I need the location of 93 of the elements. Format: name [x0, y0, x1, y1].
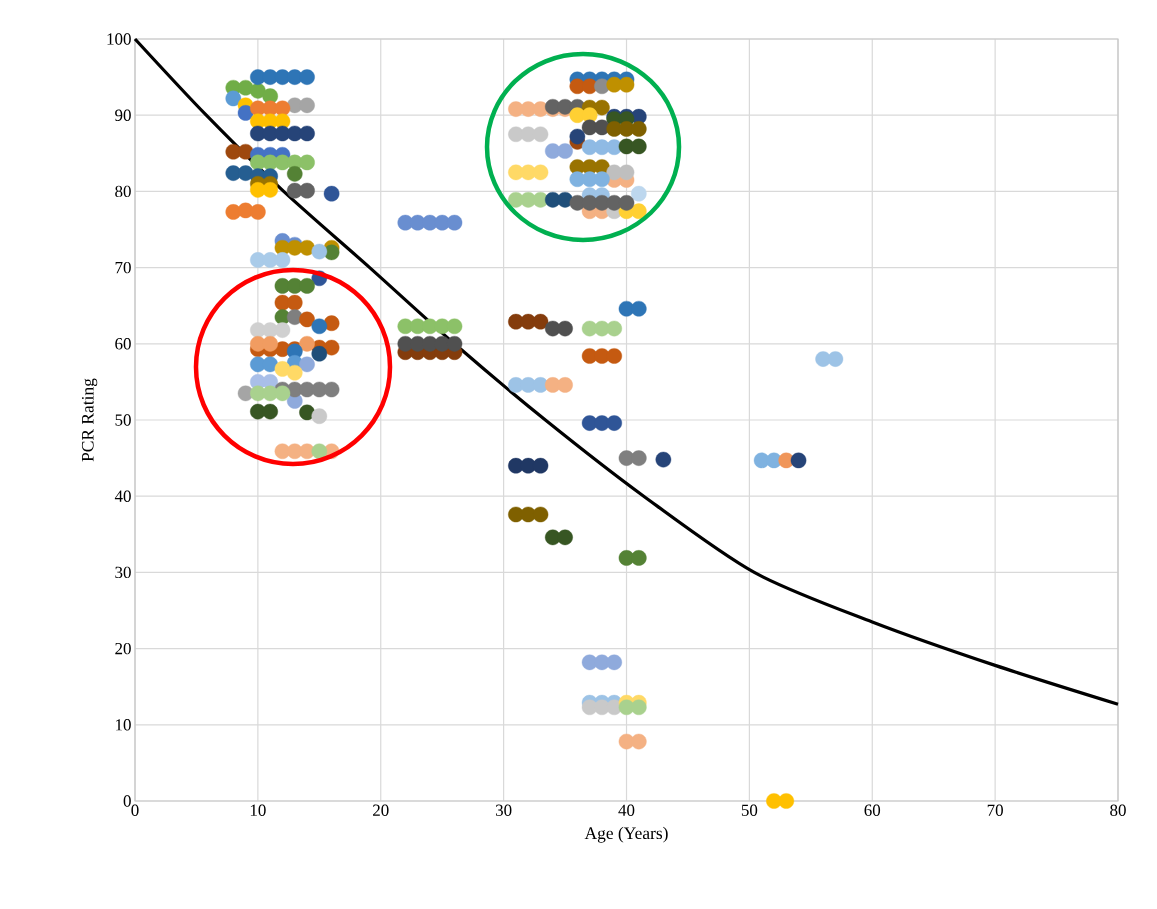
- point: [299, 97, 315, 114]
- point: [262, 356, 278, 373]
- point: [311, 408, 328, 424]
- point: [299, 69, 315, 85]
- point: [630, 185, 647, 202]
- point: [594, 99, 610, 116]
- x-axis-title: Age (Years): [584, 826, 668, 843]
- x-tick-label: 20: [373, 804, 389, 816]
- y-tick-label: 100: [107, 33, 131, 45]
- y-tick-label: 0: [123, 795, 131, 807]
- x-tick-label: 30: [495, 804, 512, 816]
- point: [594, 171, 610, 187]
- point: [778, 793, 795, 809]
- line-series: [133, 37, 1120, 706]
- point: [299, 356, 315, 373]
- point: [262, 403, 278, 420]
- point: [532, 126, 549, 143]
- point: [286, 294, 303, 311]
- point: [557, 320, 573, 337]
- point: [274, 385, 291, 402]
- y-tick-label: 50: [115, 414, 131, 426]
- point: [237, 165, 254, 181]
- point: [299, 125, 315, 142]
- point: [630, 121, 647, 137]
- point: [532, 313, 549, 330]
- x-tick-label: 0: [131, 804, 139, 816]
- point: [323, 339, 340, 356]
- point: [606, 654, 623, 671]
- y-tick-label: 70: [115, 261, 131, 274]
- y-tick-label: 30: [115, 566, 131, 579]
- point: [569, 128, 586, 145]
- y-axis-title: PCR Rating: [81, 378, 98, 462]
- point: [299, 154, 315, 171]
- point: [618, 164, 635, 181]
- x-tick-label: 60: [864, 804, 881, 816]
- point: [557, 377, 573, 393]
- point: [557, 529, 573, 546]
- point: [286, 166, 303, 182]
- x-tick-label: 70: [987, 804, 1003, 816]
- point: [446, 335, 463, 352]
- point: [532, 457, 549, 474]
- point: [532, 164, 549, 181]
- point: [237, 143, 254, 160]
- point: [262, 335, 278, 352]
- point: [250, 204, 266, 220]
- point: [630, 550, 647, 566]
- point: [237, 79, 254, 96]
- point: [299, 182, 315, 199]
- point: [606, 320, 623, 337]
- point: [299, 335, 315, 352]
- y-tick-label: 80: [115, 185, 131, 198]
- point: [790, 452, 807, 469]
- point: [446, 318, 463, 335]
- x-tick-label: 10: [250, 804, 266, 816]
- point: [274, 252, 291, 268]
- y-tick-label: 10: [116, 719, 131, 731]
- point: [630, 138, 647, 155]
- point: [655, 451, 672, 468]
- point: [618, 195, 635, 211]
- point: [225, 90, 242, 107]
- point: [618, 76, 635, 93]
- point: [274, 361, 291, 377]
- point: [630, 733, 647, 750]
- point: [299, 278, 315, 294]
- point: [827, 351, 844, 367]
- point: [311, 243, 328, 260]
- point: [274, 322, 291, 338]
- point: [630, 203, 647, 219]
- x-tick-label: 40: [618, 804, 635, 816]
- point: [630, 300, 647, 317]
- point: [311, 318, 328, 335]
- point: [323, 315, 340, 332]
- point: [323, 381, 340, 398]
- point: [606, 415, 623, 431]
- point: [532, 506, 549, 523]
- y-tick-label: 90: [115, 109, 131, 121]
- point: [299, 311, 315, 328]
- x-tick-label: 80: [1110, 804, 1126, 816]
- point: [630, 450, 647, 466]
- point: [323, 185, 340, 202]
- point: [557, 143, 573, 159]
- point: [286, 364, 303, 381]
- point: [446, 214, 463, 231]
- point: [311, 443, 328, 460]
- point: [262, 182, 278, 198]
- x-tick-label: 50: [741, 804, 758, 816]
- point: [311, 345, 328, 362]
- y-tick-label: 20: [115, 642, 131, 655]
- point: [630, 699, 647, 716]
- point: [606, 348, 623, 364]
- y-tick-label: 60: [115, 338, 131, 350]
- y-tick-label: 40: [114, 490, 131, 502]
- point: [237, 105, 254, 121]
